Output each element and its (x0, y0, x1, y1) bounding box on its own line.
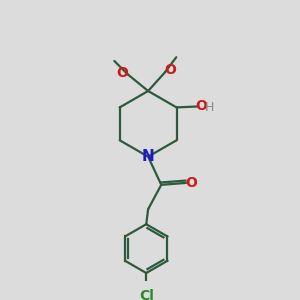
Text: N: N (142, 149, 154, 164)
Text: O: O (116, 66, 128, 80)
Text: O: O (185, 176, 197, 190)
Text: Cl: Cl (139, 289, 154, 300)
Text: O: O (195, 100, 207, 113)
Text: H: H (205, 101, 214, 114)
Text: O: O (165, 63, 177, 77)
